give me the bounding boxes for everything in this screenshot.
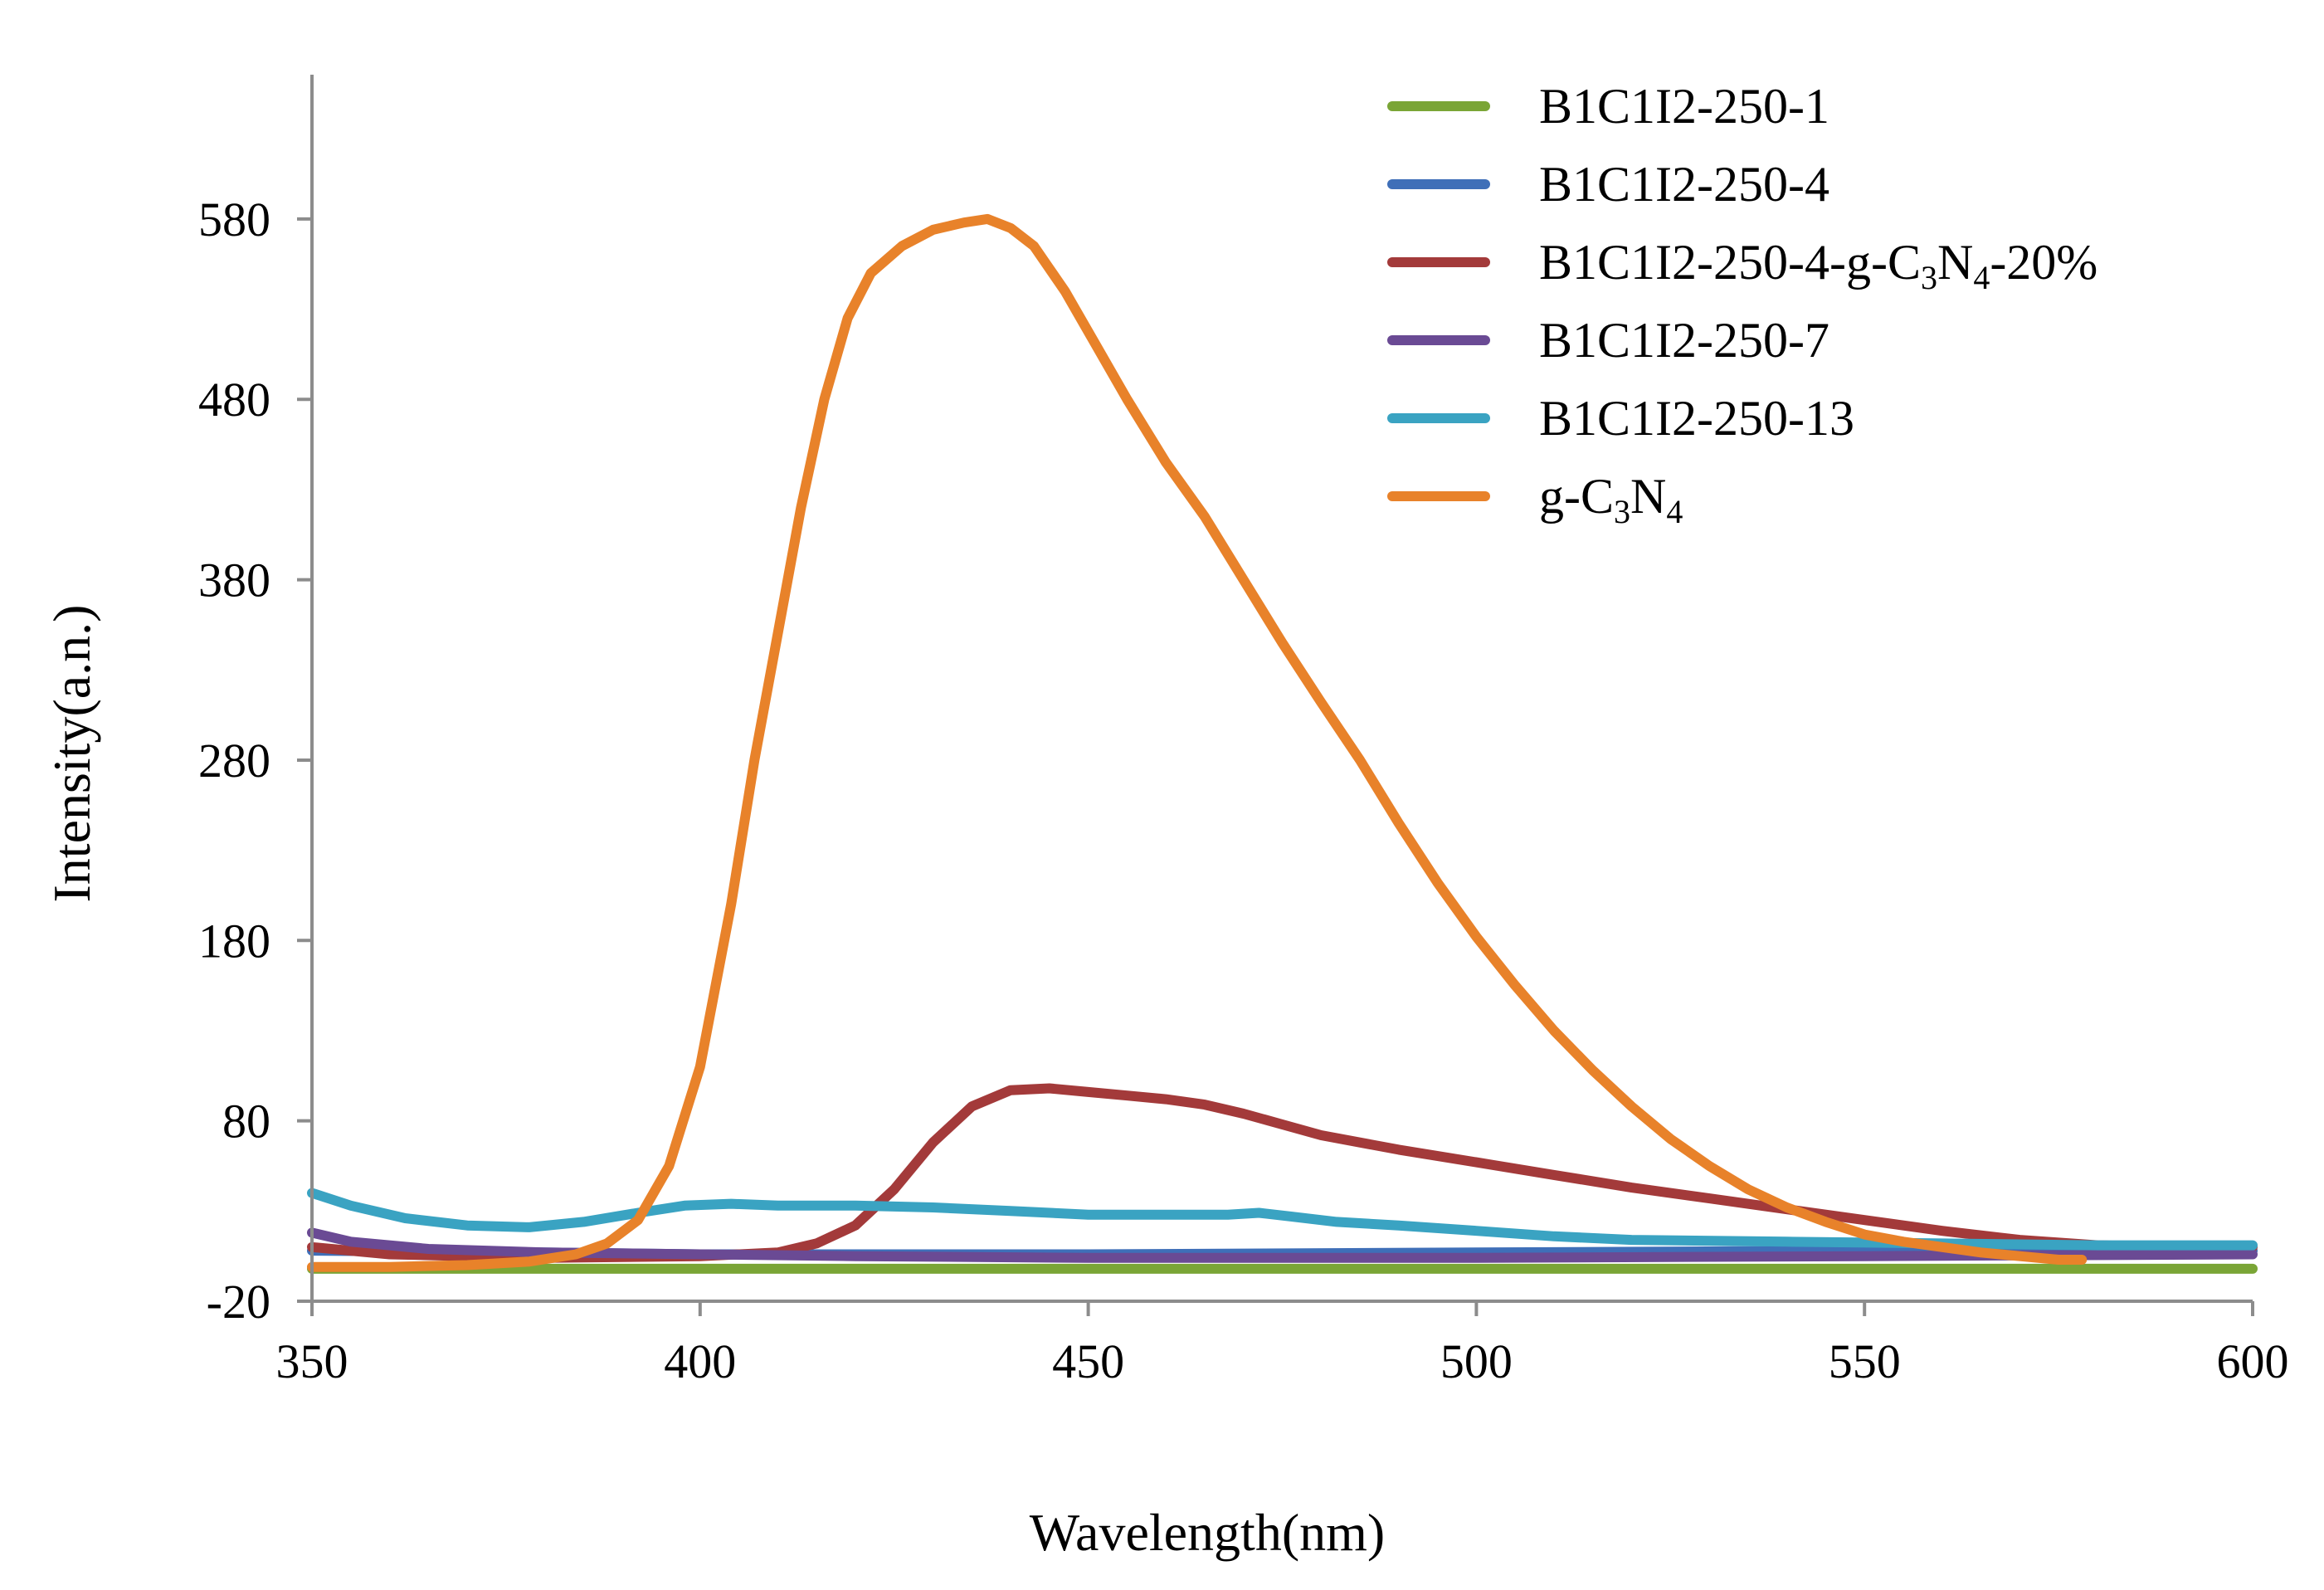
y-tick-label: 280 [198,734,270,788]
legend-label-b1c1i2-250-1: B1C1I2-250-1 [1539,79,1829,134]
x-tick-label: 600 [2217,1334,2289,1388]
y-tick-label: 380 [198,554,270,607]
series-line-b1c1i2-250-4-g-c3n4-20 [307,1083,2258,1263]
legend-label-b1c1i2-250-13: B1C1I2-250-13 [1539,391,1854,446]
axes-layer: -20 80 180 280 380 480 580 350 400 450 500 550 600 [198,75,2289,1388]
y-tick-label: 580 [198,193,270,246]
legend-label-b1c1i2-250-4: B1C1I2-250-4 [1539,157,1829,212]
x-tick-label: 400 [664,1334,736,1388]
y-tick-label: -20 [207,1275,270,1329]
series-line-b1c1i2-250-7 [307,1227,2258,1263]
x-tick-label: 350 [276,1334,348,1388]
series-line-b1c1i2-250-13 [307,1188,2258,1251]
y-tick-label: 180 [198,914,270,968]
y-tick-label: 80 [222,1095,270,1149]
x-axis-title: Wavelength(nm) [1030,1503,1385,1562]
legend-label-b1c1i2-250-4-g-c3n4-20: B1C1I2-250-4-g-C3N4-20% [1539,235,2097,296]
series-layer [307,213,2258,1274]
x-tick-label: 450 [1052,1334,1124,1388]
y-tick-label: 480 [198,373,270,427]
legend: B1C1I2-250-1 B1C1I2-250-4 B1C1I2-250-4-g-C… [1387,79,2097,530]
series-line-g-c3n4 [307,213,2088,1272]
legend-label-g-c3n4: g-C3N4 [1539,469,1683,530]
x-tick-label: 550 [1829,1334,1901,1388]
y-axis-title: Intensity(a.n.) [42,605,101,903]
legend-label-b1c1i2-250-7: B1C1I2-250-7 [1539,313,1829,368]
x-tick-label: 500 [1440,1334,1513,1388]
